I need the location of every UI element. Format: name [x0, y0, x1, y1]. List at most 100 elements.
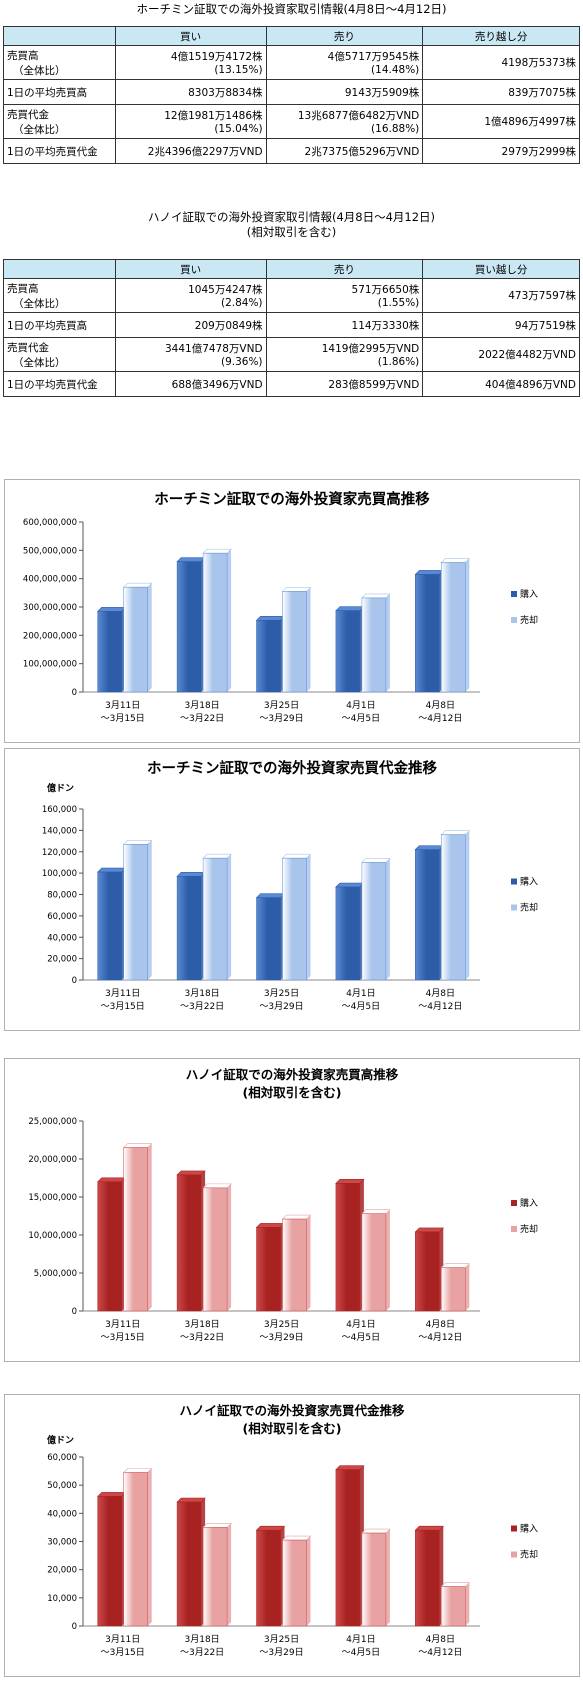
y-tick-label: 80,000: [47, 891, 77, 901]
hn-value-chart: ハノイ証取での海外投資家売買代金推移 (相対取引を含む) 億ドン 0 10,000 20,…: [4, 1394, 580, 1677]
bar-top: [414, 1525, 445, 1531]
net-cell: 2979万2999株: [422, 138, 580, 164]
legend-label: 売却: [520, 1549, 538, 1561]
net-cell: 94万7519株: [422, 312, 580, 338]
x-tick-label: 4月8日: [426, 988, 455, 999]
bar-buy: [176, 1501, 202, 1627]
y-tick-label: 40,000: [47, 933, 77, 943]
buy-cell-sub: (2.84%): [220, 297, 263, 309]
y-tick-label: 140,000: [42, 826, 77, 836]
bar-buy: [256, 1529, 281, 1627]
legend-swatch: [511, 1200, 517, 1206]
buy-cell-sub: (13.15%): [214, 64, 263, 76]
bar-sell: [282, 857, 307, 981]
x-tick-label: ～3月15日: [101, 1332, 145, 1343]
table-row: 1日の平均売買高 209万0849株 114万3330株 94万7519株: [3, 312, 580, 338]
hcm-volume-chart: ホーチミン証取での海外投資家売買高推移 0 100,000,000 200,000,0…: [4, 479, 580, 743]
y-tick-label: 60,000: [47, 1453, 77, 1463]
bar-side: [385, 593, 390, 692]
sell-cell-value: 1419億2995万VND: [321, 343, 420, 355]
bar-side: [147, 1143, 152, 1311]
x-tick-label: 3月25日: [264, 1634, 299, 1645]
buy-cell: 209万0849株: [114, 312, 267, 338]
bar-sell: [361, 597, 387, 693]
net-cell: 473万7597株: [422, 278, 580, 313]
row-label-cell-value: 1日の平均売買高: [7, 319, 88, 332]
bar-buy: [97, 871, 122, 981]
hcm-value-chart: ホーチミン証取での海外投資家売買代金推移 億ドン 0 20,000 40,000 60,0…: [4, 748, 580, 1031]
legend-swatch: [511, 1551, 517, 1558]
bar-sell: [441, 562, 466, 693]
bar-buy: [256, 620, 281, 693]
x-tick-label: ～3月29日: [259, 1647, 303, 1658]
bar-buy: [415, 849, 440, 981]
chart-subtitle: (相対取引を含む): [243, 1085, 342, 1100]
bar-side: [385, 1209, 390, 1311]
row-label-cell: 1日の平均売買高: [3, 312, 116, 338]
x-tick-label: 4月1日: [346, 700, 375, 711]
row-label-cell-value: 売買代金: [7, 108, 49, 121]
buy-cell-value: 3441億7478万VND: [164, 343, 263, 355]
x-tick-label: ～3月15日: [101, 713, 145, 724]
sell-cell: 4億5717万9545株 (14.48%): [265, 45, 424, 80]
bar-side: [465, 558, 470, 692]
x-tick-label: ～3月22日: [180, 1647, 224, 1658]
sell-cell-sub: (14.48%): [371, 64, 420, 76]
sell-cell-value: 2兆7375億5296万VND: [304, 145, 420, 158]
y-tick-label: 15,000,000: [28, 1193, 77, 1203]
row-label-cell-value: 1日の平均売買高: [7, 86, 88, 99]
sell-cell: 114万3330株: [265, 312, 424, 338]
hn-trade-table: 買い 売り 買い越し分 売買高 （全体比） 1045万4247株 (2.84%) 571…: [3, 259, 580, 397]
y-tick-label: 0: [72, 976, 77, 986]
sell-cell-value: 114万3330株: [351, 319, 420, 332]
row-label-cell-value: 1日の平均売買代金: [7, 145, 98, 158]
bar-top: [96, 867, 127, 873]
row-label-cell: 売買代金 （全体比）: [3, 337, 116, 372]
y-tick-label: 20,000: [47, 955, 77, 965]
bar-top: [335, 1179, 365, 1184]
row-label-cell-value: 1日の平均売買代金: [7, 378, 98, 391]
bar-top: [122, 1468, 153, 1473]
chart-title: ホーチミン証取での海外投資家売買高推移: [154, 490, 430, 508]
x-tick-label: ～3月15日: [101, 1001, 145, 1012]
x-tick-label: 3月11日: [105, 1634, 140, 1645]
buy-cell: 1045万4247株 (2.84%): [114, 278, 267, 313]
x-tick-label: ～3月22日: [180, 1001, 224, 1012]
x-tick-label: 3月11日: [105, 700, 140, 711]
sell-cell-value: 283億8599万VND: [328, 378, 420, 391]
bar-top: [440, 830, 471, 835]
bar-buy: [176, 876, 202, 981]
net-cell-value: 404億4896万VND: [485, 378, 576, 391]
table-row: 売買代金 （全体比） 3441億7478万VND (9.36%) 1419億2995万V…: [3, 337, 580, 372]
y-tick-label: 20,000: [47, 1566, 77, 1576]
bar-sell: [282, 1218, 307, 1312]
bar-top: [255, 893, 286, 899]
bar-top: [176, 1170, 206, 1176]
row-label-cell-sub: （全体比）: [13, 356, 66, 369]
table-header-row: 買い 売り 買い越し分: [3, 259, 580, 279]
bar-top: [122, 839, 153, 845]
row-label-cell-value: 売買代金: [7, 341, 49, 354]
unit-label: 億ドン: [47, 1434, 74, 1446]
net-cell-value: 2022億4482万VND: [478, 349, 576, 361]
bar-top: [176, 872, 206, 877]
buy-cell: 688億3496万VND: [114, 371, 267, 397]
y-tick-label: 100,000: [42, 869, 77, 879]
y-tick-label: 0: [72, 688, 77, 698]
bar-top: [440, 558, 471, 563]
sell-cell: 571万6650株 (1.55%): [265, 278, 424, 313]
bar-top: [96, 1177, 127, 1183]
bar-sell: [123, 586, 148, 693]
bar-buy: [256, 897, 281, 981]
bar-top: [255, 1525, 286, 1531]
chart-title: ハノイ証取での海外投資家売買代金推移: [179, 1403, 405, 1418]
x-tick-label: ～3月22日: [180, 713, 224, 724]
row-label-cell-sub: （全体比）: [13, 123, 66, 136]
bar-sell: [123, 844, 148, 981]
bar-buy: [335, 1469, 361, 1627]
bar-buy: [415, 1529, 440, 1627]
bar-side: [385, 1529, 390, 1626]
bar-top: [440, 1263, 471, 1268]
bar-top: [335, 882, 365, 888]
buy-cell-sub: (9.36%): [220, 356, 263, 368]
